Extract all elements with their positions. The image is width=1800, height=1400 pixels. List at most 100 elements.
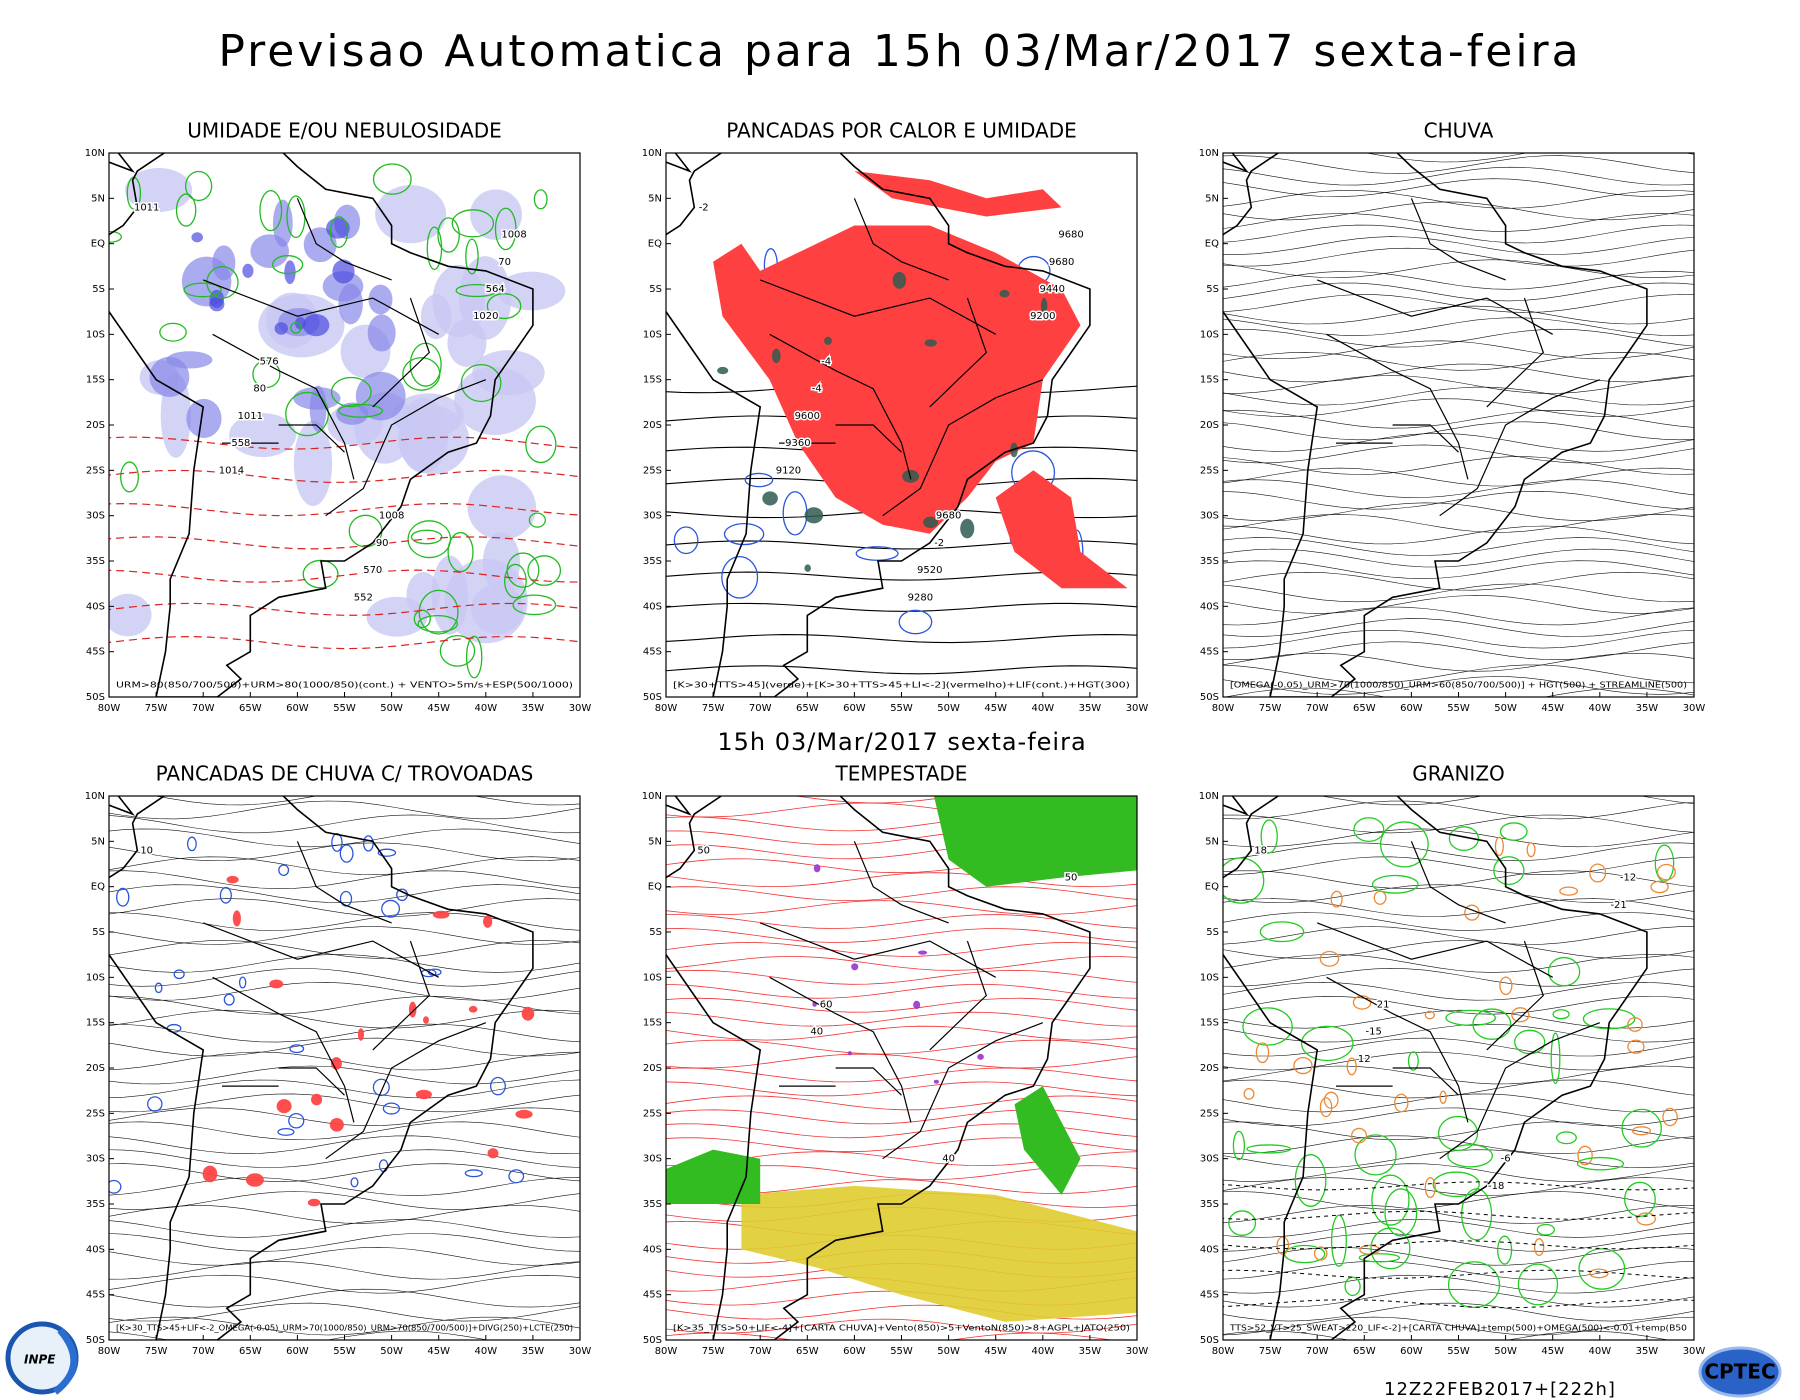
contour-label: 9360 <box>785 438 810 449</box>
lat-label: 10N <box>1199 148 1219 159</box>
contour <box>666 665 1137 675</box>
lat-label: 25S <box>86 465 105 476</box>
border <box>372 297 430 408</box>
lat-label: 20S <box>643 1063 662 1074</box>
field-patch <box>977 1053 984 1060</box>
lon-label: 35W <box>522 703 545 714</box>
contour <box>1223 190 1694 209</box>
contour <box>1223 1288 1694 1308</box>
lat-label: 20S <box>1200 420 1219 431</box>
inpe-logo: INPE <box>5 1321 79 1395</box>
lat-label: EQ <box>91 882 105 893</box>
contour-label: 9440 <box>1039 284 1064 295</box>
field-patch <box>472 350 545 396</box>
contour-label: 50 <box>697 845 710 856</box>
contour-label: 570 <box>363 565 382 576</box>
lon-label: 55W <box>333 703 356 714</box>
contour <box>1223 178 1694 198</box>
lon-label: 30W <box>569 703 592 714</box>
field-patch <box>339 844 354 863</box>
lat-label: 5S <box>1206 927 1219 938</box>
contour-label: 1008 <box>501 230 526 241</box>
contour <box>1223 1023 1694 1043</box>
contour <box>666 955 1137 971</box>
contour <box>1223 1065 1694 1085</box>
contour <box>1223 687 1694 697</box>
subtitle: 15h 03/Mar/2017 sexta-feira <box>717 728 1086 756</box>
field-patch <box>892 271 907 289</box>
contour <box>1223 282 1694 302</box>
lon-label: 65W <box>1353 1346 1376 1357</box>
red-area <box>854 171 1062 217</box>
lon-label: 50W <box>380 703 403 714</box>
lon-label: 75W <box>702 703 725 714</box>
contour <box>109 926 580 945</box>
lon-label: 30W <box>1126 703 1149 714</box>
field-patch <box>771 348 781 364</box>
field-patch <box>855 546 899 561</box>
field-patch <box>288 1112 305 1129</box>
field-patch <box>202 1165 218 1183</box>
field-patch <box>109 1179 122 1194</box>
field-patch <box>357 1028 365 1041</box>
contour <box>1223 618 1694 637</box>
panel-title: PANCADAS POR CALOR E UMIDADE <box>726 119 1077 143</box>
lon-label: 55W <box>890 1346 913 1357</box>
field-patch <box>918 950 928 955</box>
field-patch <box>219 886 232 904</box>
lat-label: EQ <box>648 882 662 893</box>
lon-label: 60W <box>843 1346 866 1357</box>
lat-label: EQ <box>91 239 105 250</box>
field-patch <box>154 982 163 994</box>
field-patch <box>302 314 330 337</box>
field-patch <box>1259 921 1305 943</box>
contour <box>109 569 580 583</box>
field-patch <box>1447 1144 1494 1168</box>
border <box>835 1067 902 1096</box>
lon-label: 65W <box>239 1346 262 1357</box>
lat-label: 10N <box>85 791 105 802</box>
contour <box>1223 583 1694 603</box>
contour <box>109 1149 580 1168</box>
field-patch <box>1445 1009 1496 1026</box>
contour <box>109 828 580 848</box>
coastline <box>109 153 136 173</box>
contour-label: 80 <box>253 384 266 395</box>
lon-label: 60W <box>286 1346 309 1357</box>
field-patch <box>147 1096 163 1112</box>
field-patch <box>274 322 288 335</box>
lat-label: 5N <box>1205 193 1219 204</box>
lat-label: 35S <box>1200 556 1219 567</box>
field-patch <box>329 216 349 248</box>
contour <box>666 1039 1137 1055</box>
field-patch <box>1371 1174 1410 1226</box>
field-patch <box>166 351 213 369</box>
field-patch <box>322 271 364 302</box>
field-patch <box>1497 1235 1513 1265</box>
contour <box>1223 898 1694 917</box>
field-patch <box>1499 976 1513 996</box>
contour-label: 564 <box>486 284 505 295</box>
lat-label: 20S <box>86 1063 105 1074</box>
contour <box>109 1191 580 1210</box>
contour-label: 9120 <box>776 465 801 476</box>
contour <box>1223 926 1694 945</box>
field-patch <box>923 516 939 529</box>
contour <box>1223 1260 1694 1280</box>
field-patch <box>1358 1253 1401 1263</box>
contour-label: 12 <box>1358 1054 1371 1065</box>
contour-label: 1011 <box>134 202 159 213</box>
contour <box>109 898 580 917</box>
contour-label: 40 <box>942 1154 955 1165</box>
lat-label: 15S <box>86 375 105 386</box>
lon-label: 35W <box>1636 1346 1659 1357</box>
lat-label: 30S <box>643 1154 662 1165</box>
contour <box>109 842 580 862</box>
field-patch <box>381 899 401 918</box>
lat-label: 25S <box>1200 1108 1219 1119</box>
contour <box>666 872 1137 888</box>
field-patch <box>120 461 139 493</box>
lon-label: 35W <box>1636 703 1659 714</box>
border <box>835 424 902 453</box>
field-patch <box>159 322 187 342</box>
